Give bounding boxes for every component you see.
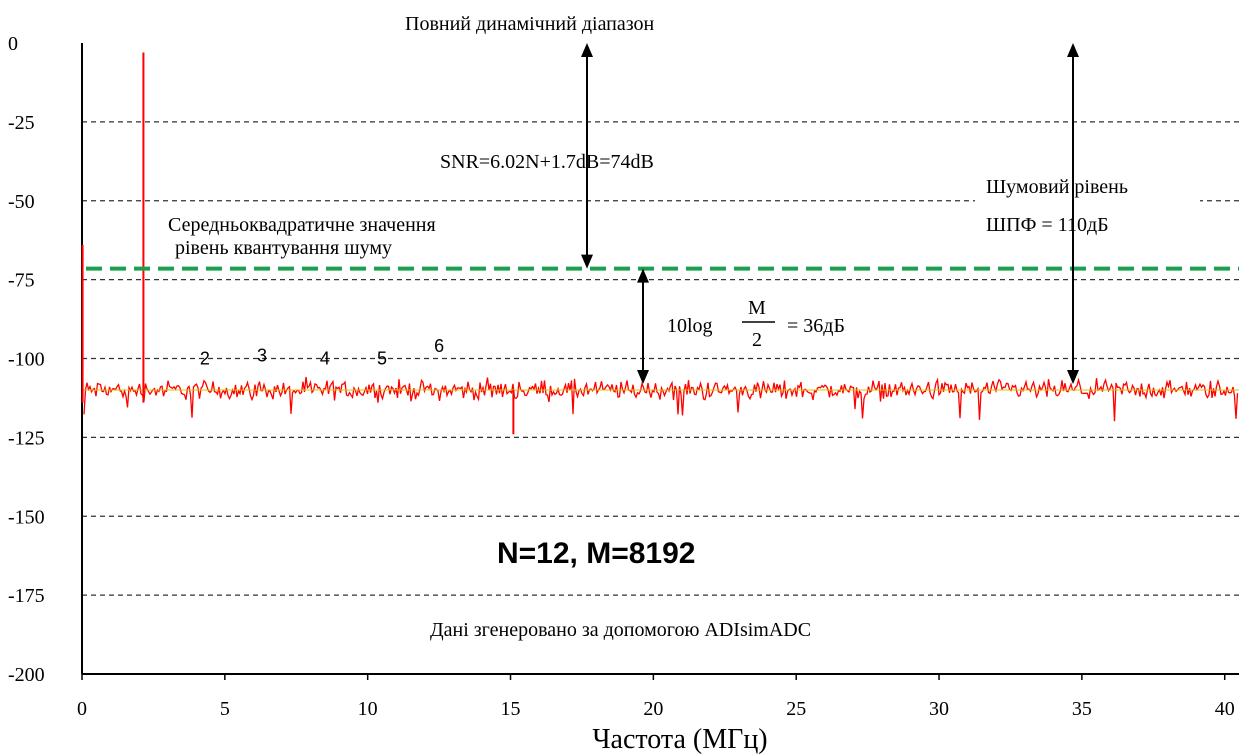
x-tick-label: 40: [1215, 698, 1235, 720]
processing-gain-arrow: [637, 268, 649, 385]
y-tick-label: -150: [8, 506, 45, 528]
noise-label-bg: [975, 168, 1200, 240]
x-tick-label: 0: [77, 698, 87, 720]
snr-label: SNR=6.02N+1.7dB=74dB: [440, 151, 654, 173]
y-tick-label: 0: [8, 33, 18, 55]
arrow-head-down: [1067, 370, 1079, 385]
x-axis-label: Частота (МГц): [592, 724, 767, 755]
harmonic-label: 4: [320, 349, 330, 369]
gain-prefix: 10log: [667, 315, 713, 337]
x-tick-label: 20: [643, 698, 663, 720]
y-tick-label: -75: [8, 270, 35, 292]
source-label-bg: [420, 612, 965, 646]
gain-denominator: 2: [752, 329, 762, 351]
x-tick-label: 5: [220, 698, 230, 720]
grid-lines: [81, 43, 1239, 675]
arrows: [581, 43, 1079, 385]
noise-floor-trace: [83, 376, 1239, 422]
arrow-head-down: [581, 254, 593, 269]
arrow-head-up: [581, 43, 593, 57]
harmonic-label: 2: [200, 349, 210, 369]
gain-numerator: M: [748, 297, 766, 319]
rms-label-line2: рівень квантування шуму: [175, 237, 392, 259]
y-tick-label: -25: [8, 112, 35, 134]
chart-title: Повний динамічний діапазон: [405, 13, 655, 35]
snr-label-bg: [430, 140, 760, 180]
arrow-head-down: [637, 370, 649, 385]
rms-label-line1: Середньоквадратичне значення: [168, 214, 436, 236]
harmonic-label: 3: [257, 345, 267, 365]
source-label: Дані згенеровано за допомогою ADIsimADC: [430, 619, 811, 641]
x-tick-label: 25: [786, 698, 806, 720]
y-tick-label: -175: [8, 585, 45, 607]
harmonic-label: 5: [377, 349, 387, 369]
arrow-head-up: [637, 268, 649, 283]
x-tick-label: 30: [929, 698, 949, 720]
x-tick-labels: 0 5 10 15 20 25 30 35 40: [77, 674, 1235, 720]
snr-range-arrow: [581, 43, 593, 269]
x-tick-label: 10: [358, 698, 378, 720]
y-tick-label: -50: [8, 191, 35, 213]
annotations: SNR=6.02N+1.7dB=74dB Середньоквадратичне…: [168, 140, 1200, 646]
plot-area: 2 3 4 5 6: [81, 52, 1239, 435]
y-tick-label: -125: [8, 427, 45, 449]
arrow-head-up: [1067, 43, 1079, 57]
harmonic-label: 6: [434, 336, 444, 356]
x-tick-label: 15: [501, 698, 521, 720]
y-tick-labels: 0 -25 -50 -75 -100 -125 -150 -175 -200: [8, 33, 45, 686]
y-tick-label: -200: [8, 664, 45, 686]
gain-suffix: = 36дБ: [787, 315, 845, 337]
params-label: N=12, M=8192: [497, 537, 695, 570]
fft-noise-floor-arrow: [1067, 43, 1079, 385]
noise-label-line1: Шумовий рівень: [986, 176, 1128, 198]
x-tick-label: 35: [1072, 698, 1092, 720]
noise-label-line2: ШПФ = 110дБ: [986, 214, 1109, 236]
y-tick-label: -100: [8, 349, 45, 371]
